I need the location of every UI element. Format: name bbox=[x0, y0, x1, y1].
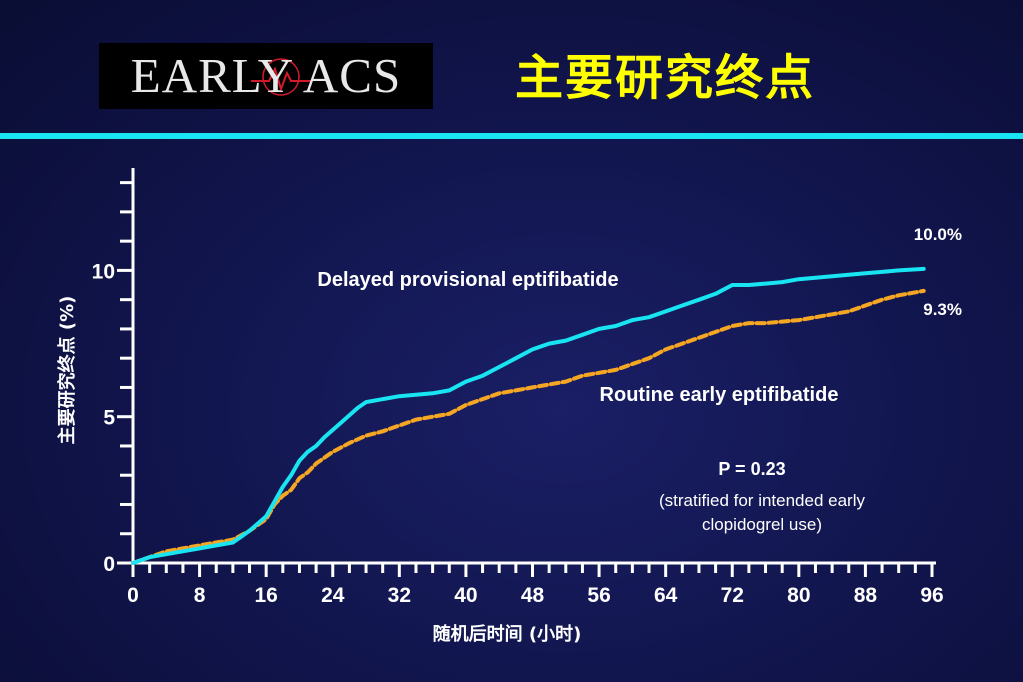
title-divider-bar bbox=[0, 133, 1023, 139]
series-label-routine: Routine early eptifibatide bbox=[600, 384, 839, 406]
delayed-series-line bbox=[131, 266, 926, 565]
y-tick-label: 10 bbox=[92, 260, 115, 283]
logo-heart-mark-icon bbox=[251, 58, 311, 96]
x-axis-label: 随机后时间 (小时) bbox=[433, 623, 582, 645]
x-tick-label: 96 bbox=[920, 584, 943, 607]
end-label-delayed: 10.0% bbox=[914, 225, 962, 244]
x-tick-label: 24 bbox=[321, 584, 345, 607]
chart-ticks bbox=[117, 181, 934, 577]
x-tick-label: 8 bbox=[194, 584, 206, 607]
x-tick-label: 32 bbox=[388, 584, 411, 607]
end-label-routine: 9.3% bbox=[923, 300, 962, 319]
chart-labels: 0 5 10 0 8 16 24 32 40 48 56 64 72 80 88 96 随机后时间 (小时) De… bbox=[92, 225, 962, 645]
x-tick-label: 56 bbox=[587, 584, 610, 607]
x-tick-label: 88 bbox=[854, 584, 878, 607]
x-tick-label: 80 bbox=[787, 584, 810, 607]
x-tick-label: 16 bbox=[254, 584, 277, 607]
y-tick-label: 0 bbox=[103, 553, 115, 576]
x-tick-label: 64 bbox=[654, 584, 678, 607]
early-acs-logo: EARLY ACS bbox=[99, 43, 433, 109]
x-tick-label: 40 bbox=[454, 584, 477, 607]
x-tick-label: 0 bbox=[127, 584, 139, 607]
series-label-delayed: Delayed provisional eptifibatide bbox=[317, 269, 618, 291]
p-value-label: P = 0.23 bbox=[718, 459, 785, 479]
y-tick-label: 5 bbox=[103, 407, 115, 430]
x-tick-label: 48 bbox=[521, 584, 545, 607]
stratified-note-line-1: (stratified for intended early bbox=[659, 491, 865, 510]
x-tick-label: 72 bbox=[721, 584, 744, 607]
logo-text: EARLY ACS bbox=[130, 48, 402, 103]
stratified-note-line-2: clopidogrel use) bbox=[702, 515, 822, 534]
chart-series bbox=[131, 266, 926, 565]
slide-title: 主要研究终点 bbox=[515, 50, 816, 106]
